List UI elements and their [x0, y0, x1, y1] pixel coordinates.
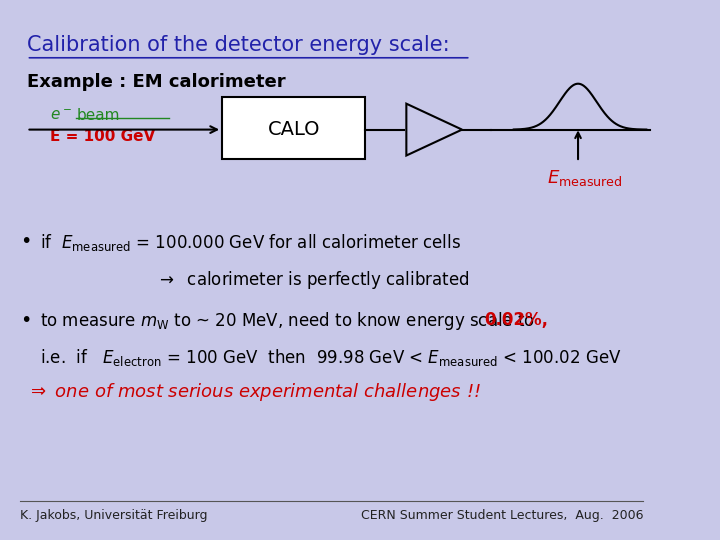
Text: Calibration of the detector energy scale:: Calibration of the detector energy scale…	[27, 35, 449, 55]
Text: $\Rightarrow$ one of most serious experimental challenges !!: $\Rightarrow$ one of most serious experi…	[27, 381, 480, 403]
Text: CERN Summer Student Lectures,  Aug.  2006: CERN Summer Student Lectures, Aug. 2006	[361, 509, 643, 522]
Text: •: •	[20, 310, 31, 329]
Text: CALO: CALO	[267, 120, 320, 139]
Text: $e^-$: $e^-$	[50, 108, 72, 123]
Text: E = 100 GeV: E = 100 GeV	[50, 129, 155, 144]
Polygon shape	[406, 104, 462, 156]
Text: Example : EM calorimeter: Example : EM calorimeter	[27, 73, 285, 91]
Text: $\rightarrow$  calorimeter is perfectly calibrated: $\rightarrow$ calorimeter is perfectly c…	[156, 269, 469, 291]
Text: i.e.  if   $E_{\rm electron}$ = 100 GeV  then  99.98 GeV < $E_{\rm measured}$ < : i.e. if $E_{\rm electron}$ = 100 GeV the…	[40, 347, 621, 368]
Text: beam: beam	[76, 108, 120, 123]
Text: K. Jakobs, Universität Freiburg: K. Jakobs, Universität Freiburg	[20, 509, 207, 522]
Text: $E_{\rm measured}$: $E_{\rm measured}$	[547, 168, 622, 188]
FancyBboxPatch shape	[222, 97, 364, 159]
Text: to measure $m_{\rm W}$ to ~ 20 MeV, need to know energy scale to: to measure $m_{\rm W}$ to ~ 20 MeV, need…	[40, 310, 541, 333]
Text: 0.02%,: 0.02%,	[484, 310, 548, 328]
Text: if  $E_{\rm measured}$ = 100.000 GeV for all calorimeter cells: if $E_{\rm measured}$ = 100.000 GeV for …	[40, 232, 461, 253]
Text: •: •	[20, 232, 31, 251]
